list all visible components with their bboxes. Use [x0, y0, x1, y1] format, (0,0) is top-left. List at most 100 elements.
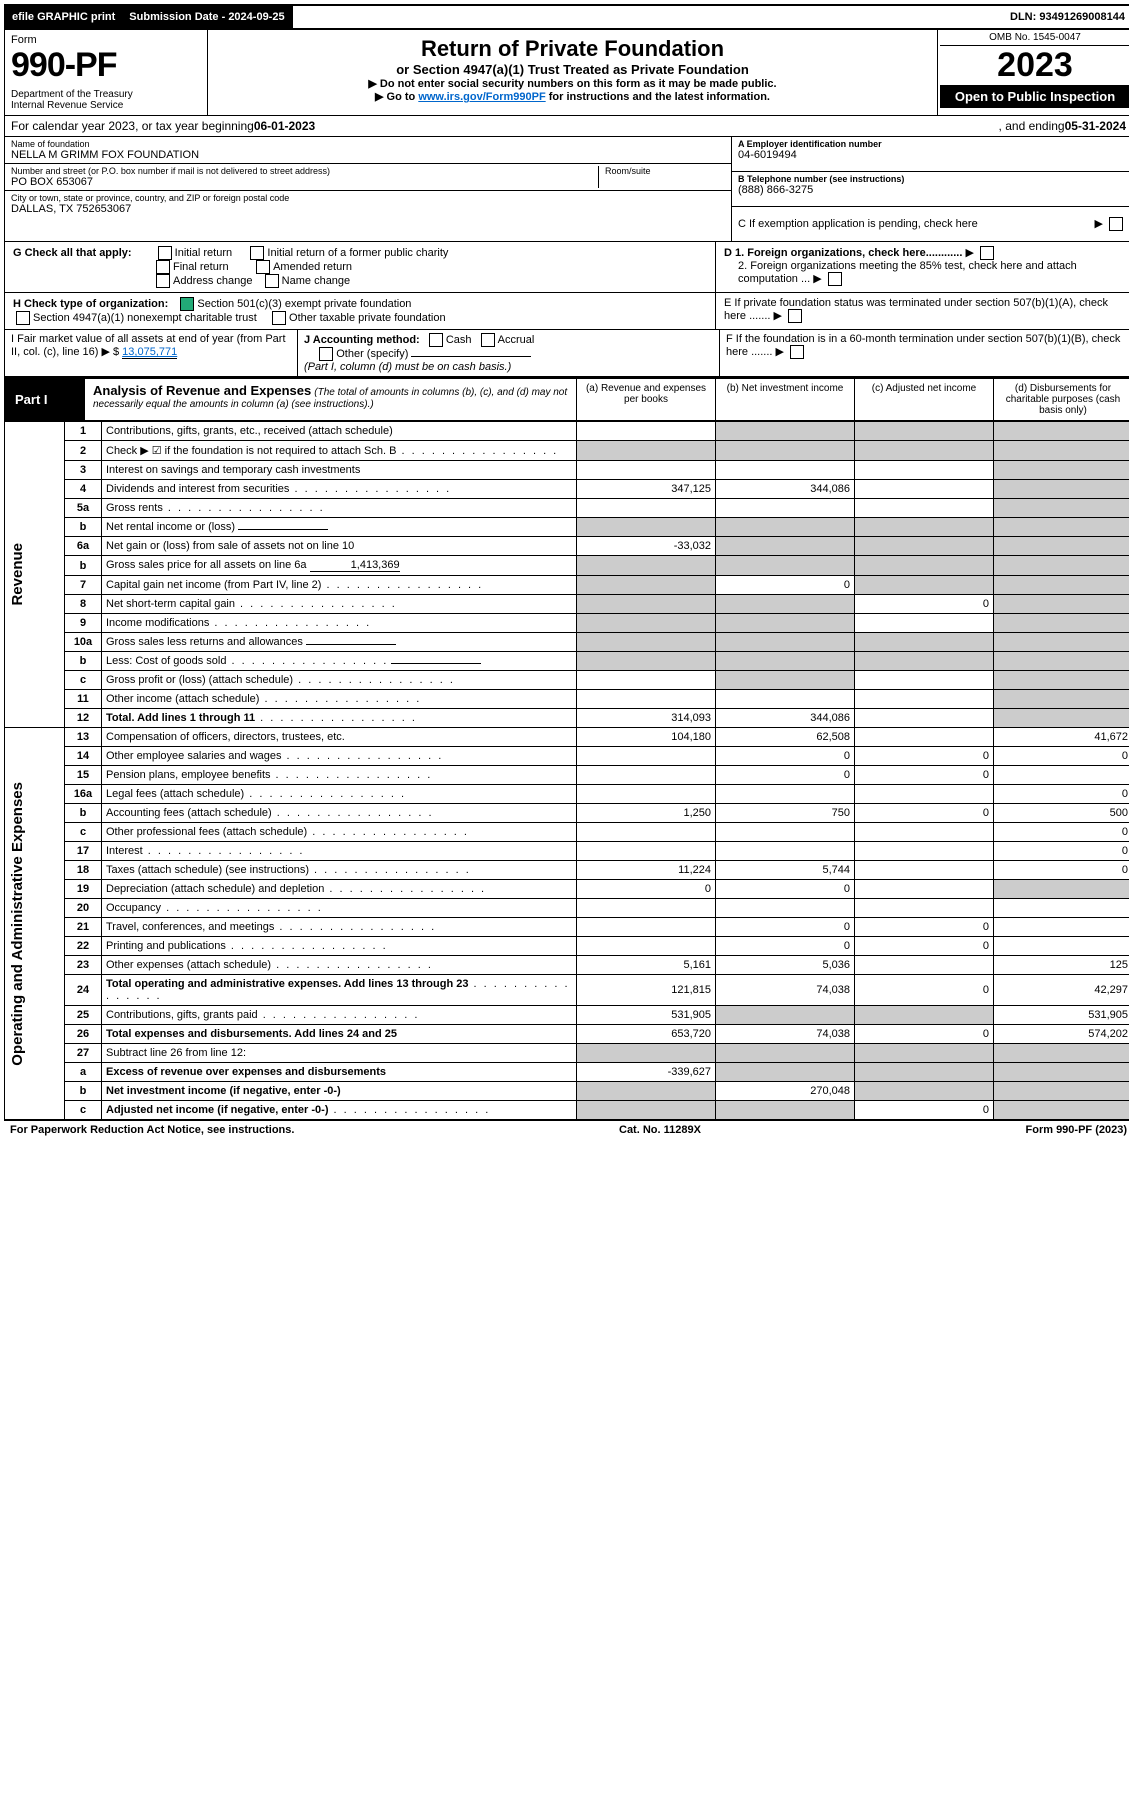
amount-cell — [577, 918, 716, 937]
line-description: Interest — [102, 842, 577, 861]
table-row: 16aLegal fees (attach schedule)0 — [5, 785, 1129, 804]
g-address-change-chk[interactable] — [156, 274, 170, 288]
table-row: bLess: Cost of goods sold — [5, 652, 1129, 671]
header-right: OMB No. 1545-0047 2023 Open to Public In… — [937, 30, 1129, 115]
line-description: Other employee salaries and wages — [102, 747, 577, 766]
amount-cell: 531,905 — [994, 1006, 1129, 1025]
amount-cell — [855, 709, 994, 728]
amount-cell — [577, 595, 716, 614]
line-description: Adjusted net income (if negative, enter … — [102, 1101, 577, 1120]
amount-cell — [577, 614, 716, 633]
amount-cell — [577, 441, 716, 461]
check-grid: G Check all that apply: Initial return I… — [4, 242, 1129, 293]
amount-cell — [716, 595, 855, 614]
line-number: 26 — [65, 1025, 102, 1044]
amount-cell: 0 — [855, 975, 994, 1006]
g-label: G Check all that apply: — [13, 247, 132, 259]
h-other-chk[interactable] — [272, 311, 286, 325]
footer-right: Form 990-PF (2023) — [1026, 1124, 1128, 1136]
table-row: 3Interest on savings and temporary cash … — [5, 461, 1129, 480]
c-checkbox[interactable] — [1109, 217, 1123, 231]
amount-cell — [994, 690, 1129, 709]
amount-cell: 104,180 — [577, 728, 716, 747]
line-number: 15 — [65, 766, 102, 785]
table-row: 20Occupancy — [5, 899, 1129, 918]
amount-cell — [716, 842, 855, 861]
line-description: Total. Add lines 1 through 11 — [102, 709, 577, 728]
amount-cell — [855, 480, 994, 499]
instr-goto: ▶ Go to www.irs.gov/Form990PF for instru… — [216, 90, 929, 103]
table-row: 17Interest0 — [5, 842, 1129, 861]
line-number: b — [65, 1082, 102, 1101]
g-final-return-chk[interactable] — [156, 260, 170, 274]
j-cash-chk[interactable] — [429, 333, 443, 347]
h-501c3-chk[interactable] — [180, 297, 194, 311]
amount-cell — [855, 518, 994, 537]
id-block: Name of foundation NELLA M GRIMM FOX FOU… — [4, 137, 1129, 242]
line-number: b — [65, 804, 102, 823]
amount-cell — [577, 766, 716, 785]
table-row: 5aGross rents — [5, 499, 1129, 518]
part1-table: Revenue1Contributions, gifts, grants, et… — [4, 421, 1129, 1120]
amount-cell: 0 — [855, 766, 994, 785]
d1-checkbox[interactable] — [980, 246, 994, 260]
amount-cell — [994, 1044, 1129, 1063]
j-accrual-chk[interactable] — [481, 333, 495, 347]
amount-cell: 1,250 — [577, 804, 716, 823]
table-row: 8Net short-term capital gain0 — [5, 595, 1129, 614]
e-checkbox[interactable] — [788, 309, 802, 323]
j-other-chk[interactable] — [319, 347, 333, 361]
f-checkbox[interactable] — [790, 345, 804, 359]
i-fmv-value[interactable]: 13,075,771 — [122, 346, 177, 359]
city-label: City or town, state or province, country… — [11, 193, 725, 203]
h-row: H Check type of organization: Section 50… — [4, 293, 1129, 330]
amount-cell — [994, 766, 1129, 785]
inline-amount: 1,413,369 — [310, 559, 400, 572]
amount-cell — [716, 441, 855, 461]
inline-amount — [238, 529, 328, 530]
amount-cell — [855, 842, 994, 861]
line-description: Total operating and administrative expen… — [102, 975, 577, 1006]
line-description: Capital gain net income (from Part IV, l… — [102, 576, 577, 595]
g-initial-return-chk[interactable] — [158, 246, 172, 260]
amount-cell: 531,905 — [577, 1006, 716, 1025]
h-4947-chk[interactable] — [16, 311, 30, 325]
g-amended-chk[interactable] — [256, 260, 270, 274]
amount-cell — [855, 785, 994, 804]
amount-cell — [577, 937, 716, 956]
amount-cell: 62,508 — [716, 728, 855, 747]
amount-cell — [855, 728, 994, 747]
amount-cell — [577, 1101, 716, 1120]
g-initial-former-chk[interactable] — [250, 246, 264, 260]
line-number: 8 — [65, 595, 102, 614]
line-description: Gross profit or (loss) (attach schedule) — [102, 671, 577, 690]
amount-cell — [855, 537, 994, 556]
amount-cell — [855, 1082, 994, 1101]
d2-checkbox[interactable] — [828, 272, 842, 286]
table-row: 24Total operating and administrative exp… — [5, 975, 1129, 1006]
line-description: Check ▶ ☑ if the foundation is not requi… — [102, 441, 577, 461]
amount-cell — [577, 671, 716, 690]
amount-cell — [577, 461, 716, 480]
amount-cell: 653,720 — [577, 1025, 716, 1044]
amount-cell: 0 — [855, 595, 994, 614]
table-row: 19Depreciation (attach schedule) and dep… — [5, 880, 1129, 899]
line-description: Pension plans, employee benefits — [102, 766, 577, 785]
line-number: b — [65, 556, 102, 576]
amount-cell: 0 — [855, 1101, 994, 1120]
line-number: 11 — [65, 690, 102, 709]
part1-title: Analysis of Revenue and Expenses — [93, 383, 311, 398]
amount-cell: -33,032 — [577, 537, 716, 556]
amount-cell — [994, 880, 1129, 899]
footer-left: For Paperwork Reduction Act Notice, see … — [10, 1124, 294, 1136]
amount-cell — [716, 556, 855, 576]
line-number: 12 — [65, 709, 102, 728]
amount-cell: 0 — [716, 747, 855, 766]
line-description: Net gain or (loss) from sale of assets n… — [102, 537, 577, 556]
line-description: Gross sales price for all assets on line… — [102, 556, 577, 576]
g-name-change-chk[interactable] — [265, 274, 279, 288]
line-number: b — [65, 652, 102, 671]
amount-cell — [994, 480, 1129, 499]
line-number: 14 — [65, 747, 102, 766]
irs-link[interactable]: www.irs.gov/Form990PF — [418, 91, 545, 103]
